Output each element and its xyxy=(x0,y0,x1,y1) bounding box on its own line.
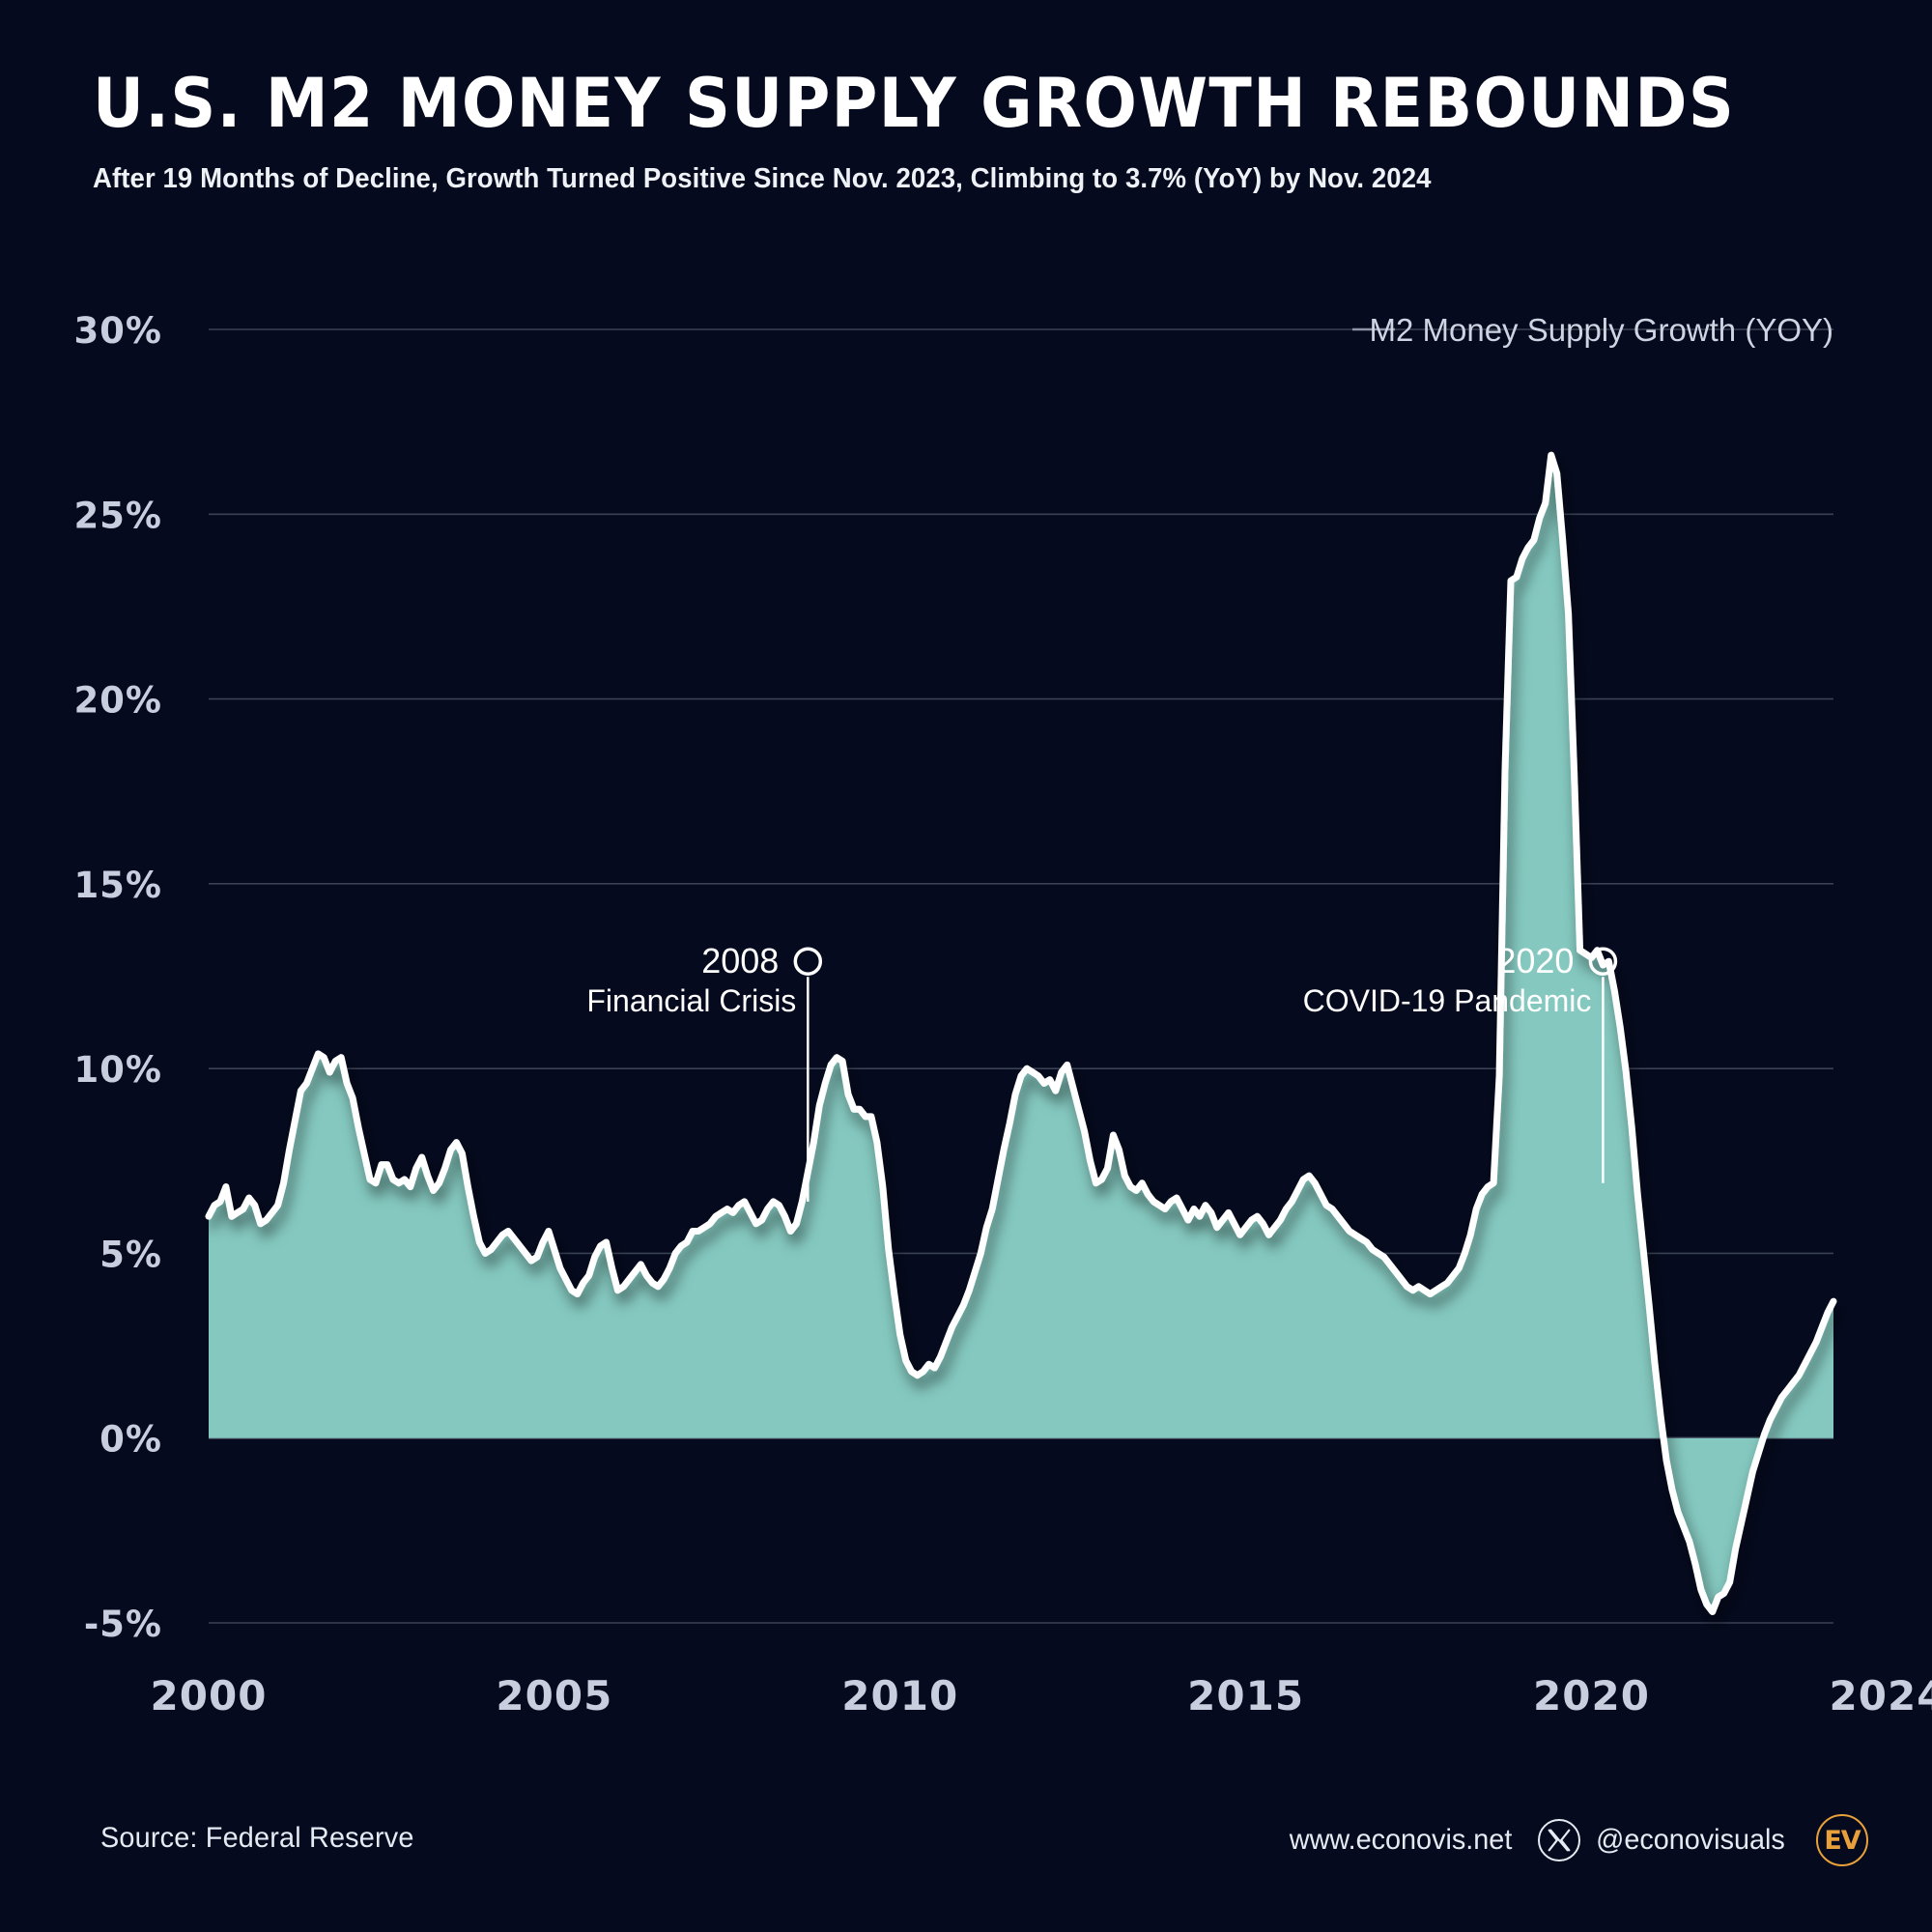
ev-logo-text: EV xyxy=(1824,1825,1861,1856)
y-tick-label: 25% xyxy=(73,495,162,536)
y-tick-label: 5% xyxy=(99,1234,162,1275)
area-path xyxy=(209,455,1833,1612)
line-path xyxy=(205,451,1837,1616)
y-tick-label: 0% xyxy=(99,1419,162,1461)
y-axis-ticks: 30% 25% 20% 15% 10% 5% 0% -5% xyxy=(73,310,162,1645)
x-tick-label: 2000 xyxy=(151,1672,268,1719)
source-label: Source: Federal Reserve xyxy=(100,1822,414,1854)
social-handle-group[interactable]: @econovisuals xyxy=(1538,1819,1789,1861)
x-tick-label: 2015 xyxy=(1187,1672,1304,1719)
annotation-marker xyxy=(793,947,823,976)
y-tick-label: 30% xyxy=(73,310,162,352)
annotation-label: COVID-19 Pandemic xyxy=(1303,983,1592,1018)
area-fill xyxy=(209,455,1833,1612)
chart-legend: M2 Money Supply Growth (YOY) xyxy=(1352,312,1833,348)
y-tick-label: 10% xyxy=(73,1049,162,1091)
x-axis-ticks: 2000 2005 2010 2015 2020 2024-11 xyxy=(151,1672,1932,1719)
annotation-marker xyxy=(1588,947,1618,976)
series-line xyxy=(205,451,1837,1616)
x-social-icon[interactable] xyxy=(1538,1819,1581,1861)
page-title: U.S. M2 Money Supply Growth Rebounds xyxy=(93,64,1736,143)
x-tick-label: 2005 xyxy=(496,1672,612,1719)
social-handle[interactable]: @econovisuals xyxy=(1596,1824,1785,1856)
website-link[interactable]: www.econovis.net xyxy=(1289,1824,1513,1856)
footer: Source: Federal Reserve www.econovis.net… xyxy=(0,1768,1932,1932)
y-tick-label: -5% xyxy=(84,1604,162,1645)
annotation-year: 2020 xyxy=(1496,941,1574,980)
x-tick-label: 2010 xyxy=(841,1672,958,1719)
footer-links: www.econovis.net @econovisuals EV xyxy=(1285,1814,1868,1866)
x-tick-label: 2020 xyxy=(1533,1672,1650,1719)
x-tick-label: 2024-11 xyxy=(1830,1672,1932,1719)
ev-logo-badge: EV xyxy=(1816,1814,1868,1866)
y-tick-label: 15% xyxy=(73,865,162,906)
header: U.S. M2 Money Supply Growth Rebounds Aft… xyxy=(93,64,1861,195)
page-subtitle: After 19 Months of Decline, Growth Turne… xyxy=(93,163,1432,195)
y-tick-label: 20% xyxy=(73,680,162,722)
annotation-year: 2008 xyxy=(701,941,779,980)
annotation-label: Financial Crisis xyxy=(586,983,796,1018)
legend-label: M2 Money Supply Growth (YOY) xyxy=(1370,312,1834,348)
